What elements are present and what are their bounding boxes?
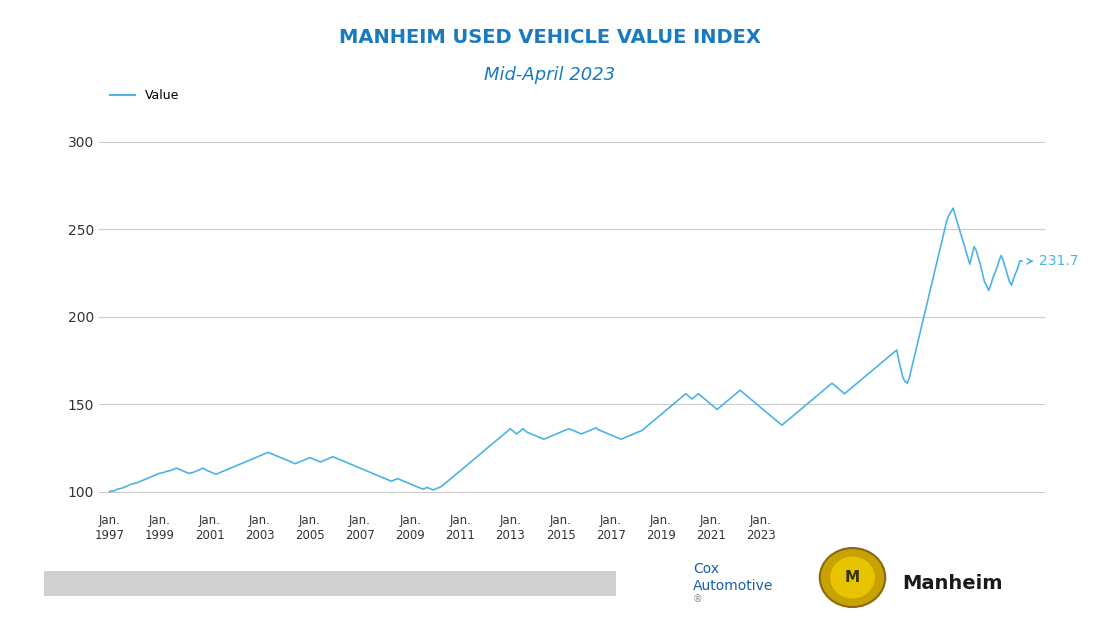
Ellipse shape: [820, 548, 886, 607]
Ellipse shape: [829, 556, 876, 599]
Text: Manheim: Manheim: [902, 574, 1002, 593]
Text: MANHEIM USED VEHICLE VALUE INDEX: MANHEIM USED VEHICLE VALUE INDEX: [339, 28, 761, 47]
Text: ®: ®: [693, 594, 703, 604]
Text: Cox
Automotive: Cox Automotive: [693, 563, 773, 592]
Text: Mid-April 2023: Mid-April 2023: [484, 66, 616, 83]
Legend: Value: Value: [106, 84, 185, 107]
Text: 231.7: 231.7: [1038, 254, 1078, 268]
Text: M: M: [845, 570, 860, 585]
